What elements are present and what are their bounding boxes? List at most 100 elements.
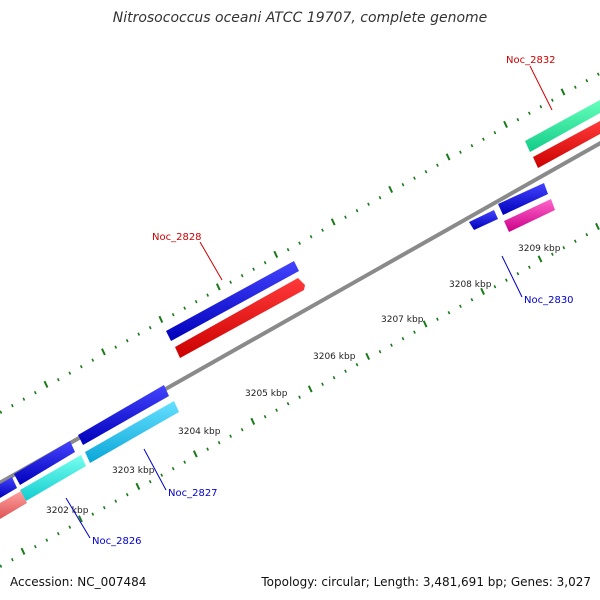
minor-tick <box>355 209 359 213</box>
gene-feature-pink[interactable] <box>504 199 555 232</box>
major-tick <box>135 482 141 490</box>
gene-features <box>0 100 600 519</box>
accession-text: Accession: NC_007484 <box>10 575 146 589</box>
minor-tick <box>424 170 428 174</box>
minor-tick <box>596 72 600 76</box>
major-tick <box>20 547 26 555</box>
gene-feature-blue[interactable] <box>78 385 169 445</box>
minor-tick <box>378 350 382 354</box>
minor-tick <box>470 144 474 148</box>
minor-tick <box>229 280 233 284</box>
minor-tick <box>183 306 187 310</box>
kbp-label: 3209 kbp <box>518 244 561 254</box>
minor-tick <box>91 512 95 516</box>
minor-tick <box>79 364 83 369</box>
minor-tick <box>0 410 3 414</box>
major-tick <box>537 255 543 263</box>
major-tick <box>250 417 256 425</box>
minor-tick <box>378 196 382 200</box>
genome-summary-text: Topology: circular; Length: 3,481,691 bp… <box>260 575 591 589</box>
kbp-label: 3205 kbp <box>245 389 288 399</box>
major-tick <box>215 283 221 291</box>
gene-feature-blue[interactable] <box>0 477 17 498</box>
minor-tick <box>459 304 462 308</box>
minor-tick <box>470 298 474 302</box>
minor-tick <box>344 369 347 373</box>
kbp-label: 3207 kbp <box>381 315 424 325</box>
major-tick <box>101 348 106 356</box>
gene-label-noc-2832[interactable]: Noc_2832 <box>506 55 556 66</box>
gene-label-leaders <box>65 65 553 539</box>
minor-tick <box>528 111 531 115</box>
minor-tick <box>516 272 520 276</box>
minor-tick <box>401 337 405 341</box>
minor-tick <box>102 505 106 510</box>
minor-tick <box>436 163 439 167</box>
minor-tick <box>321 228 324 232</box>
tick-marks <box>0 72 600 568</box>
minor-tick <box>68 371 72 375</box>
gene-feature-blue[interactable] <box>166 261 299 341</box>
minor-tick <box>91 358 95 362</box>
gene-feature-salmon[interactable] <box>0 491 27 519</box>
kbp-label: 3206 kbp <box>313 352 356 362</box>
minor-tick <box>332 376 336 380</box>
kbp-label: 3208 kbp <box>449 280 492 290</box>
kbp-label: 3203 kbp <box>112 466 155 476</box>
major-tick <box>273 250 279 258</box>
minor-tick <box>585 79 589 83</box>
gene-feature-teal[interactable] <box>525 100 600 152</box>
major-tick <box>307 385 313 393</box>
major-tick <box>388 185 394 193</box>
minor-tick <box>355 363 359 367</box>
minor-tick <box>539 105 543 109</box>
gene-feature-red[interactable] <box>533 121 600 168</box>
gene-feature-cyan[interactable] <box>85 401 179 463</box>
minor-tick <box>263 260 267 265</box>
minor-tick <box>240 427 244 432</box>
major-tick <box>503 120 508 128</box>
minor-tick <box>413 176 416 180</box>
major-tick <box>595 222 600 230</box>
minor-tick <box>33 390 37 395</box>
major-tick <box>480 287 485 295</box>
minor-tick <box>263 414 267 419</box>
minor-tick <box>562 246 566 250</box>
gene-feature-red[interactable] <box>175 278 305 358</box>
minor-tick <box>344 215 347 219</box>
gene-label-noc-2830[interactable]: Noc_2830 <box>524 295 574 306</box>
minor-tick <box>33 544 37 549</box>
minor-tick <box>298 241 301 245</box>
minor-tick <box>10 403 14 408</box>
major-tick <box>330 218 336 226</box>
major-tick <box>560 88 566 96</box>
minor-tick <box>252 267 255 271</box>
gene-feature-blue[interactable] <box>14 441 75 485</box>
gene-label-noc-2826[interactable]: Noc_2826 <box>92 536 142 547</box>
minor-tick <box>286 401 290 406</box>
gene-feature-aqua[interactable] <box>20 455 86 501</box>
minor-tick <box>550 98 554 102</box>
major-tick <box>192 450 198 458</box>
minor-tick <box>160 473 164 477</box>
minor-tick <box>309 234 313 239</box>
minor-tick <box>413 330 416 334</box>
gene-label-noc-2828[interactable]: Noc_2828 <box>152 232 202 243</box>
kbp-label: 3204 kbp <box>178 427 221 437</box>
minor-tick <box>447 311 451 315</box>
minor-tick <box>183 460 187 464</box>
minor-tick <box>436 317 439 321</box>
minor-tick <box>10 557 14 562</box>
gene-label-noc-2827[interactable]: Noc_2827 <box>168 488 218 499</box>
major-tick <box>158 315 164 323</box>
kbp-label: 3202 kbp <box>46 506 89 516</box>
minor-tick <box>516 118 520 122</box>
gene-feature-blue[interactable] <box>498 183 548 215</box>
major-tick <box>422 320 428 328</box>
minor-tick <box>45 538 49 542</box>
minor-tick <box>171 312 175 317</box>
minor-tick <box>585 233 589 237</box>
gene-feature-blue[interactable] <box>469 210 498 230</box>
